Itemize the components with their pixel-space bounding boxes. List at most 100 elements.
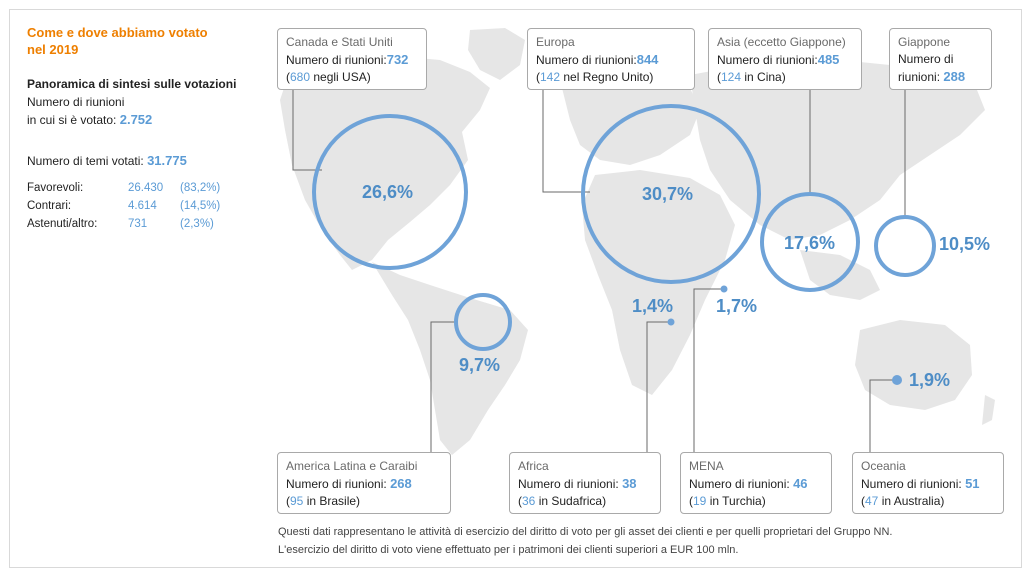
canada-pct: 26,6% <box>362 182 414 202</box>
asia-meetings: 485 <box>817 52 840 67</box>
south-america-shape <box>372 262 528 455</box>
canada-sub-num: 680 <box>290 70 311 84</box>
canada-connector <box>292 90 322 171</box>
new-zealand-shape <box>982 395 995 425</box>
latam-connector <box>430 321 457 452</box>
canada-meetings-line: Numero di riunioni:732 <box>286 51 418 69</box>
meetings-label-2: in cui si è votato: <box>27 113 117 127</box>
southeast-asia-shape <box>800 250 880 300</box>
topics-label: Numero di temi votati: <box>27 154 144 168</box>
summary-heading: Panoramica di sintesi sulle votazioni <box>27 77 237 91</box>
mena-name: MENA <box>689 459 724 473</box>
giappone-pct: 10,5% <box>939 234 991 254</box>
europa-name: Europa <box>536 35 575 49</box>
astenuti-pct: (2,3%) <box>180 218 214 230</box>
africa-sub-num: 36 <box>522 494 536 508</box>
canada-name: Canada e Stati Uniti <box>286 35 393 49</box>
mena-sub-text: in Turchia) <box>706 494 766 508</box>
giappone-meetings-line: riunioni: 288 <box>898 68 983 86</box>
asia-box: Asia (eccetto Giappone) Numero di riunio… <box>708 28 862 90</box>
europa-circle <box>581 104 761 284</box>
oceania-connector <box>869 379 897 452</box>
canada-circle <box>312 114 468 270</box>
canada-sub-line: (680 negli USA) <box>286 70 371 84</box>
giappone-meetings: 288 <box>943 69 966 84</box>
latam-meetings-line: Numero di riunioni: 268 <box>286 475 442 493</box>
page-title: Come e dove abbiamo votato nel 2019 <box>27 25 208 57</box>
africa-connector <box>646 321 671 452</box>
asia-name: Asia (eccetto Giappone) <box>717 35 846 49</box>
oceania-meetings-line: Numero di riunioni: 51 <box>861 475 995 493</box>
connector-lines <box>292 90 906 452</box>
mena-sub-num: 19 <box>693 494 707 508</box>
north-america-shape <box>280 55 490 270</box>
giappone-meetings-label-1: Numero di <box>898 52 954 66</box>
giappone-name: Giappone <box>898 35 951 49</box>
canada-meetings-label: Numero di riunioni: <box>286 53 387 67</box>
asia-sub-line: (124 in Cina) <box>717 70 786 84</box>
oceania-dot <box>892 375 902 385</box>
asia-pct: 17,6% <box>784 233 836 253</box>
oceania-sub-num: 47 <box>865 494 879 508</box>
europa-sub-text: nel Regno Unito) <box>560 70 654 84</box>
africa-sub-line: (36 in Sudafrica) <box>518 494 607 508</box>
canada-sub-text: negli USA) <box>310 70 371 84</box>
greenland-shape <box>468 28 525 80</box>
latam-meetings: 268 <box>390 476 412 491</box>
world-map-land <box>280 28 995 455</box>
contrari-label: Contrari: <box>27 200 72 212</box>
latam-meetings-label: Numero di riunioni: <box>286 477 387 491</box>
africa-meetings-line: Numero di riunioni: 38 <box>518 475 652 493</box>
australia-shape <box>855 320 972 410</box>
latam-name: America Latina e Caraibi <box>286 459 418 473</box>
favorevoli-pct: (83,2%) <box>180 182 221 194</box>
favorevoli-label: Favorevoli: <box>27 182 84 194</box>
oceania-name: Oceania <box>861 459 906 473</box>
oceania-meetings: 51 <box>965 476 980 491</box>
giappone-meetings-label-2: riunioni: <box>898 70 941 84</box>
mena-meetings: 46 <box>793 476 808 491</box>
topics-line: Numero di temi votati: 31.775 <box>27 152 187 170</box>
africa-box: Africa Numero di riunioni: 38 (36 in Sud… <box>509 452 661 514</box>
meetings-total: 2.752 <box>119 112 153 127</box>
mena-pct: 1,7% <box>716 296 758 316</box>
europa-meetings-line: Numero di riunioni:844 <box>536 51 686 69</box>
latam-sub-line: (95 in Brasile) <box>286 494 361 508</box>
asia-circle <box>760 192 860 292</box>
mena-sub-line: (19 in Turchia) <box>689 494 766 508</box>
footnote-line-1: Questi dati rappresentano le attività di… <box>278 526 893 538</box>
canada-box: Canada e Stati Uniti Numero di riunioni:… <box>277 28 427 90</box>
astenuti-value: 731 <box>128 218 148 230</box>
africa-name: Africa <box>518 459 549 473</box>
giappone-circle <box>874 215 936 277</box>
africa-pct: 1,4% <box>632 296 674 316</box>
oceania-pct: 1,9% <box>909 370 951 390</box>
oceania-box: Oceania Numero di riunioni: 51 (47 in Au… <box>852 452 1004 514</box>
europa-sub-line: (142 nel Regno Unito) <box>536 70 654 84</box>
meetings-label-1: Numero di riunioni <box>27 95 125 109</box>
latam-pct: 9,7% <box>459 355 501 375</box>
mena-connector <box>693 288 722 452</box>
europa-box: Europa Numero di riunioni:844 (142 nel R… <box>527 28 695 90</box>
oceania-sub-text: in Australia) <box>878 494 945 508</box>
europa-meetings: 844 <box>636 52 659 67</box>
asia-sub-num: 124 <box>721 70 742 84</box>
europa-meetings-label: Numero di riunioni: <box>536 53 637 67</box>
asia-meetings-line: Numero di riunioni:485 <box>717 51 853 69</box>
asia-sub-text: in Cina) <box>741 70 786 84</box>
infographic-frame <box>9 9 1022 568</box>
canada-meetings: 732 <box>386 52 409 67</box>
latam-sub-num: 95 <box>290 494 304 508</box>
mena-dot <box>720 285 728 293</box>
contrari-pct: (14,5%) <box>180 200 221 212</box>
mena-meetings-label: Numero di riunioni: <box>689 477 790 491</box>
asia-shape <box>690 60 985 240</box>
region-circles <box>312 104 936 351</box>
mena-meetings-line: Numero di riunioni: 46 <box>689 475 823 493</box>
europa-connector <box>542 90 590 193</box>
favorevoli-value: 26.430 <box>128 182 164 194</box>
asia-meetings-label: Numero di riunioni: <box>717 53 818 67</box>
africa-sub-text: in Sudafrica) <box>535 494 607 508</box>
africa-meetings-label: Numero di riunioni: <box>518 477 619 491</box>
